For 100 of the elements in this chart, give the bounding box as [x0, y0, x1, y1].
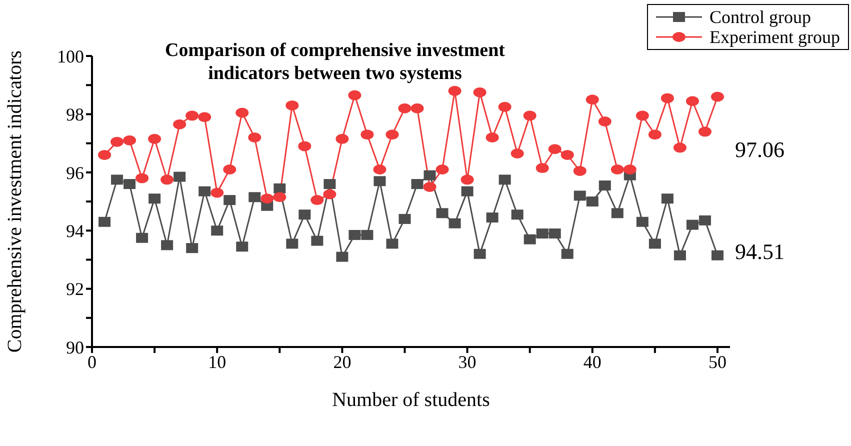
point	[324, 179, 336, 190]
point	[611, 208, 624, 218]
point	[448, 218, 461, 228]
point	[598, 180, 611, 190]
y-tick-label: 98	[66, 104, 84, 125]
point	[410, 103, 424, 114]
point	[536, 228, 548, 239]
point	[436, 208, 448, 218]
point	[398, 214, 411, 224]
point	[498, 174, 511, 185]
point	[386, 130, 399, 140]
point	[486, 212, 498, 223]
point	[311, 236, 324, 246]
x-tick-label: 0	[88, 352, 96, 372]
point	[286, 100, 299, 110]
point	[348, 230, 361, 240]
point	[623, 164, 636, 174]
point	[648, 238, 661, 249]
text: 94.51	[735, 239, 784, 265]
point	[323, 189, 336, 200]
point	[461, 186, 474, 196]
point	[373, 164, 386, 174]
point	[636, 216, 648, 227]
point	[486, 132, 499, 142]
x-tick-label: 30	[458, 352, 476, 372]
point	[336, 134, 349, 144]
point	[460, 174, 474, 185]
point	[210, 188, 224, 198]
point	[148, 134, 162, 144]
point	[674, 250, 686, 260]
point	[198, 112, 212, 122]
point	[161, 240, 174, 250]
y-tick-label: 96	[66, 162, 84, 183]
point	[598, 116, 612, 126]
point	[224, 195, 236, 206]
point	[360, 130, 374, 140]
point	[448, 86, 462, 96]
y-axis-title: Comprehensive investment indicators	[4, 50, 26, 353]
point	[98, 216, 111, 227]
point	[661, 194, 674, 204]
y-tick-label: 94	[66, 220, 84, 241]
point	[386, 238, 398, 249]
point	[524, 234, 536, 244]
x-tick-label: 10	[208, 352, 226, 372]
point	[711, 250, 724, 260]
point	[561, 248, 574, 259]
point	[574, 190, 586, 201]
point	[198, 186, 211, 196]
point	[186, 243, 198, 254]
point	[98, 150, 112, 160]
point	[110, 136, 124, 147]
x-tick-label: 40	[583, 352, 602, 372]
point	[648, 130, 662, 140]
x-axis-title: Number of students	[332, 389, 490, 411]
point	[474, 248, 486, 259]
chart-title: Comparison of comprehensive investment indicators between two systems	[164, 39, 506, 85]
point	[560, 150, 574, 160]
point	[536, 163, 549, 174]
point	[698, 215, 711, 226]
point	[686, 220, 698, 230]
point	[636, 110, 649, 121]
point	[473, 87, 486, 98]
point	[436, 164, 449, 174]
point	[424, 170, 436, 180]
point	[274, 183, 286, 194]
point	[698, 126, 712, 137]
point	[260, 194, 274, 204]
point	[361, 230, 374, 240]
point	[310, 195, 324, 206]
point	[248, 192, 261, 202]
point	[523, 110, 536, 121]
y-tick-label: 100	[57, 46, 84, 66]
point	[348, 90, 362, 100]
y-tick-label: 92	[66, 279, 84, 300]
point	[374, 176, 386, 186]
point	[211, 226, 224, 236]
text: 97.06	[735, 137, 784, 163]
point	[573, 166, 586, 176]
point	[111, 174, 124, 185]
point	[710, 92, 724, 102]
point	[236, 108, 249, 118]
point	[411, 179, 424, 190]
point	[673, 142, 686, 153]
point	[548, 144, 562, 154]
point	[686, 96, 699, 106]
point	[398, 103, 412, 114]
point	[223, 164, 236, 174]
point	[148, 194, 161, 204]
point	[286, 238, 298, 249]
point	[548, 228, 561, 239]
y-tick-label: 90	[66, 337, 84, 358]
point	[174, 172, 186, 182]
point	[511, 210, 524, 220]
x-tick-label: 20	[333, 352, 352, 372]
point	[298, 210, 311, 220]
point	[248, 132, 262, 142]
point	[123, 135, 136, 146]
legend-label: Control group	[710, 7, 812, 27]
x-tick-label: 50	[708, 352, 726, 372]
point	[498, 102, 512, 112]
